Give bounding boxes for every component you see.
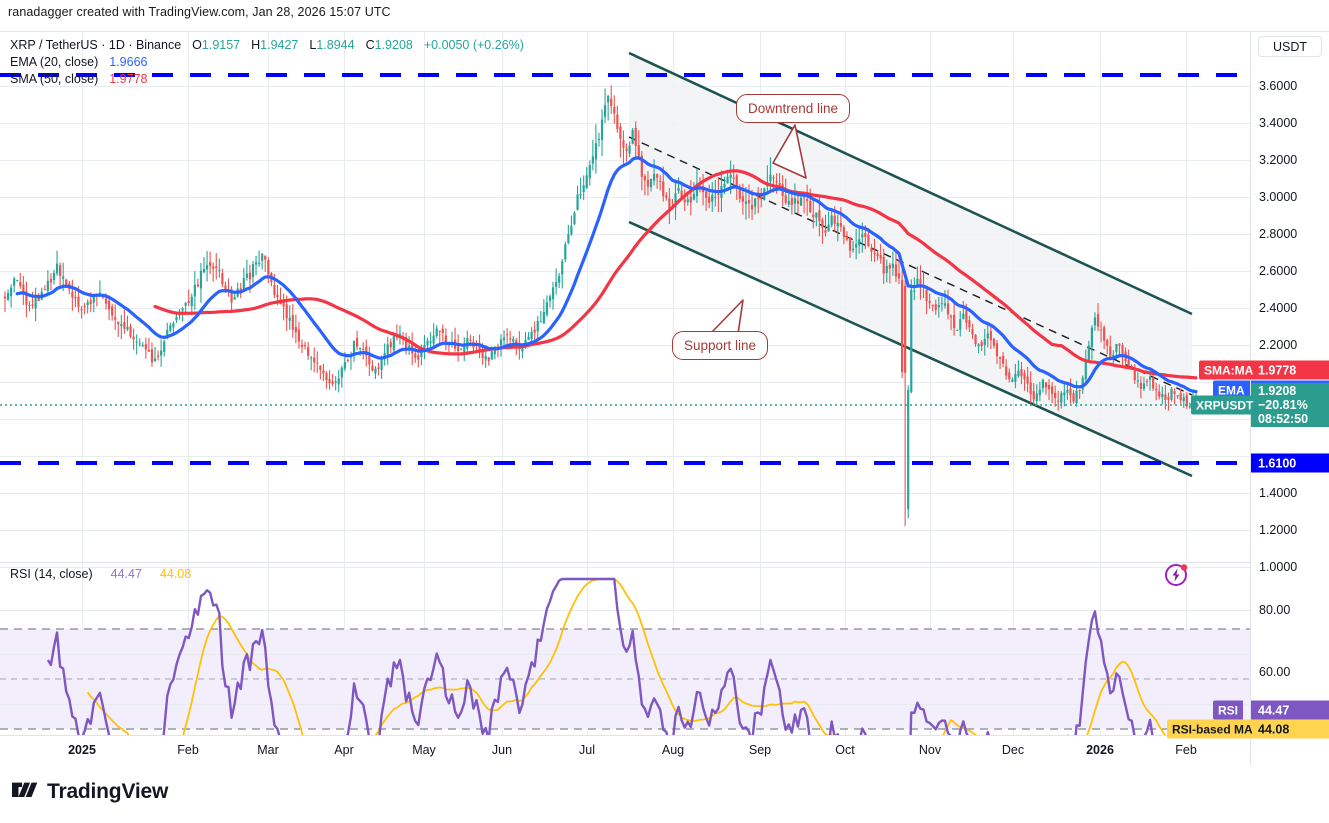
chart-canvas[interactable] bbox=[0, 32, 1329, 766]
legend-ema-value: 1.9666 bbox=[109, 55, 148, 69]
time-label-aug: Aug bbox=[661, 743, 685, 757]
rsi-legend-value: 44.47 bbox=[110, 567, 142, 581]
price-tick-2.8000: 2.8000 bbox=[1259, 227, 1298, 241]
support-callout-tail bbox=[711, 299, 744, 335]
time-label-apr: Apr bbox=[334, 743, 354, 757]
candlestick-series[interactable] bbox=[3, 85, 1198, 527]
price-axis-currency[interactable]: USDT bbox=[1258, 36, 1322, 57]
flash-alert-icon[interactable] bbox=[1165, 564, 1188, 586]
downtrend-callout-tail bbox=[772, 124, 807, 179]
time-label-jul: Jul bbox=[579, 743, 595, 757]
legend-sma-label: SMA (50, close) bbox=[10, 72, 99, 86]
legend-sma-row[interactable]: SMA (50, close) 1.9778 bbox=[10, 71, 524, 88]
time-label-2026: 2026 bbox=[1086, 743, 1114, 757]
price-tick-2.4000: 2.4000 bbox=[1259, 301, 1298, 315]
legend-sma-value: 1.9778 bbox=[109, 72, 148, 86]
price-tick-3.2000: 3.2000 bbox=[1259, 153, 1298, 167]
level-price-tag[interactable]: 1.6100 bbox=[1251, 453, 1329, 473]
legend-ema-row[interactable]: EMA (20, close) 1.9666 bbox=[10, 54, 524, 71]
price-tick-3.6000: 3.6000 bbox=[1259, 79, 1298, 93]
rsi-legend-ma-value: 44.08 bbox=[159, 567, 192, 581]
price-axis[interactable]: USDT 3.6000 3.4000 3.2000 3.0000 2.8000 … bbox=[1251, 32, 1329, 739]
last-series-tag[interactable]: XRPUSDT bbox=[1191, 395, 1259, 415]
downtrend-line-callout[interactable]: Downtrend line bbox=[736, 94, 851, 123]
last-price-countdown: 08:52:50 bbox=[1258, 412, 1309, 426]
descending-channel[interactable] bbox=[628, 51, 1193, 478]
legend-open-key: O bbox=[192, 38, 202, 52]
rsi-tick-60: 60.00 bbox=[1259, 665, 1291, 679]
legend-open-value: 1.9157 bbox=[201, 38, 241, 52]
tradingview-logo-icon bbox=[12, 782, 38, 798]
time-axis[interactable]: 2025 Feb Mar Apr May Jun Jul Aug Sep Oct Nov Dec 202… bbox=[0, 736, 1329, 766]
time-label-oct: Oct bbox=[835, 743, 855, 757]
sma-50-line bbox=[153, 169, 1198, 380]
rsi-ma-series-tag[interactable]: RSI-based MA bbox=[1167, 719, 1258, 739]
support-line-callout[interactable]: Support line bbox=[672, 331, 769, 360]
rsi-based-ma-line bbox=[86, 578, 1197, 735]
price-tick-1.0000: 1.0000 bbox=[1259, 560, 1298, 574]
rsi-series-tag[interactable]: RSI bbox=[1213, 700, 1244, 720]
legend-high-value: 1.9427 bbox=[260, 38, 299, 52]
chart-frame: Downtrend line Support line XRP / Tether… bbox=[0, 31, 1329, 766]
time-label-feb: Feb bbox=[1175, 743, 1197, 757]
time-label-feb: Feb bbox=[177, 743, 199, 757]
time-label-mar: Mar bbox=[257, 743, 279, 757]
downtrend-line-stroke[interactable] bbox=[628, 51, 1193, 316]
last-price-tag[interactable]: 1.9208 −20.81% 08:52:50 bbox=[1251, 383, 1329, 427]
channel-fill bbox=[629, 53, 1192, 476]
time-label-2025: 2025 bbox=[68, 743, 96, 757]
legend-ema-label: EMA (20, close) bbox=[10, 55, 99, 69]
legend-change: +0.0050 (+0.26%) bbox=[423, 38, 524, 52]
tradingview-wordmark: TradingView bbox=[47, 780, 169, 803]
price-tick-2.6000: 2.6000 bbox=[1259, 264, 1298, 278]
legend-low-value: 1.8944 bbox=[316, 38, 355, 52]
rsi-legend[interactable]: RSI (14, close) 44.47 44.08 bbox=[10, 567, 191, 581]
rsi-value-tag[interactable]: 44.47 bbox=[1251, 700, 1329, 720]
price-tick-3.0000: 3.0000 bbox=[1259, 190, 1298, 204]
rsi-line bbox=[46, 577, 1198, 735]
ema-series-tag[interactable]: EMA bbox=[1213, 380, 1250, 400]
ema-20-line bbox=[15, 156, 1198, 394]
tradingview-footer: TradingView bbox=[12, 780, 168, 804]
price-tick-3.4000: 3.4000 bbox=[1259, 116, 1298, 130]
price-tick-1.2000: 1.2000 bbox=[1259, 523, 1298, 537]
sma-price-tag[interactable]: 1.9778 bbox=[1251, 360, 1329, 380]
time-label-sep: Sep bbox=[748, 743, 772, 757]
rsi-band bbox=[0, 629, 1250, 729]
time-label-nov: Nov bbox=[918, 743, 942, 757]
rsi-tick-80: 80.00 bbox=[1259, 603, 1291, 617]
last-price-value: 1.9208 bbox=[1258, 384, 1297, 398]
time-label-dec: Dec bbox=[1001, 743, 1025, 757]
legend-close-value: 1.9208 bbox=[374, 38, 413, 52]
legend-low-key: L bbox=[309, 38, 317, 52]
price-tick-2.2000: 2.2000 bbox=[1259, 338, 1298, 352]
rsi-legend-label: RSI (14, close) bbox=[10, 567, 93, 581]
time-label-jun: Jun bbox=[491, 743, 513, 757]
time-axis-separator bbox=[0, 735, 1329, 736]
time-label-may: May bbox=[412, 743, 436, 757]
sma-series-tag[interactable]: SMA:MA bbox=[1199, 360, 1259, 380]
attribution-text: ranadagger created with TradingView.com,… bbox=[8, 5, 391, 19]
price-tick-1.4000: 1.4000 bbox=[1259, 486, 1298, 500]
legend-close-key: C bbox=[365, 38, 375, 52]
channel-midline bbox=[628, 136, 1193, 396]
legend-symbol: XRP / TetherUS · 1D · Binance bbox=[10, 38, 182, 52]
rsi-ma-value-tag[interactable]: 44.08 bbox=[1251, 719, 1329, 739]
legend-high-key: H bbox=[251, 38, 261, 52]
rsi-pane bbox=[0, 577, 1250, 735]
last-price-change: −20.81% bbox=[1258, 398, 1308, 412]
